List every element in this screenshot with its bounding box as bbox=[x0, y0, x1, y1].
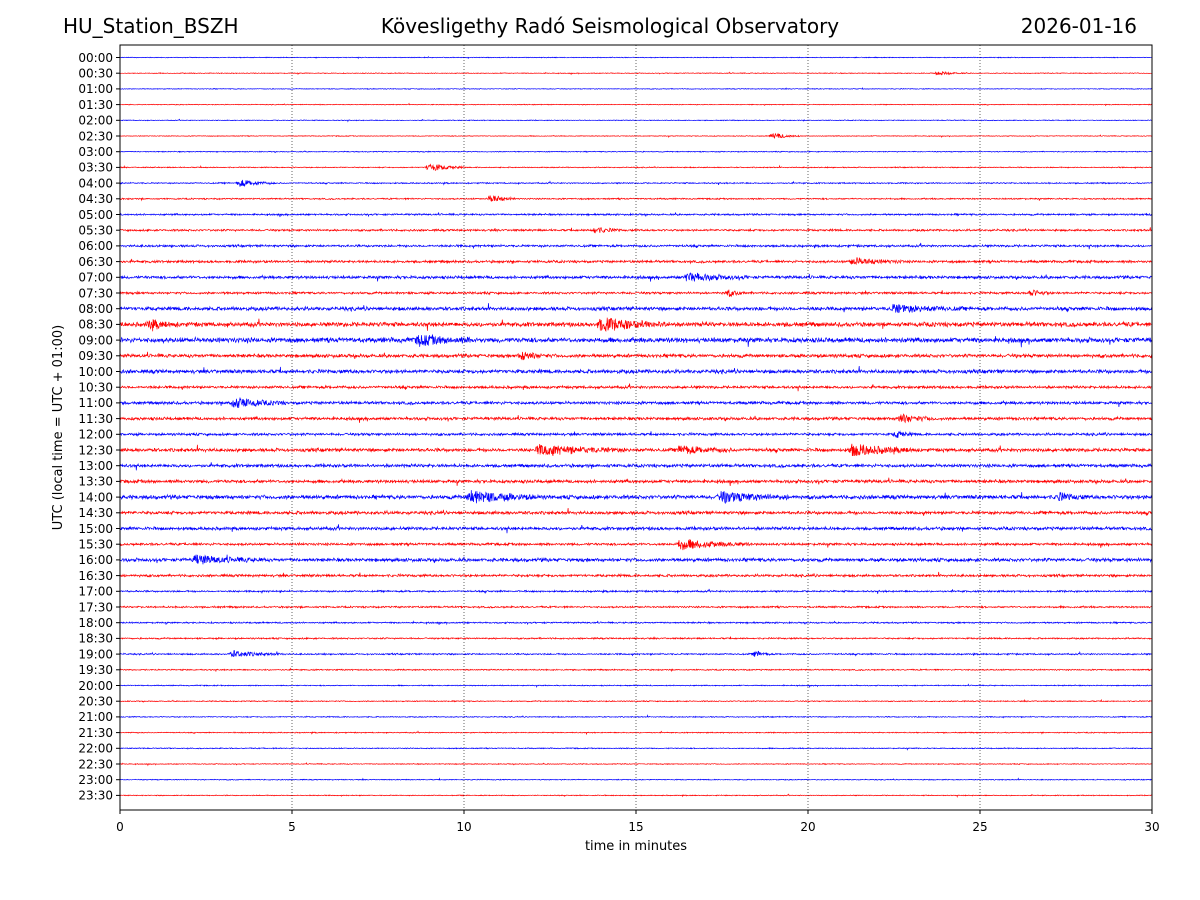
y-tick-label: 04:00 bbox=[78, 176, 113, 190]
y-tick-label: 05:30 bbox=[78, 224, 113, 238]
trace-0100 bbox=[119, 87, 1153, 90]
y-tick-label: 07:00 bbox=[78, 271, 113, 285]
trace-2230 bbox=[119, 762, 1153, 767]
y-tick-label: 12:00 bbox=[78, 428, 113, 442]
trace-1330 bbox=[119, 477, 1153, 487]
trace-0800 bbox=[119, 303, 1153, 314]
y-tick-label: 23:00 bbox=[78, 773, 113, 787]
y-tick-label: 23:30 bbox=[78, 789, 113, 803]
y-tick-label: 17:30 bbox=[78, 600, 113, 614]
y-tick-label: 09:30 bbox=[78, 349, 113, 363]
trace-1600 bbox=[119, 554, 1153, 565]
y-tick-label: 21:30 bbox=[78, 726, 113, 740]
y-tick-label: 18:30 bbox=[78, 632, 113, 646]
x-tick-label: 30 bbox=[1144, 820, 1159, 834]
y-tick-label: 00:30 bbox=[78, 67, 113, 81]
y-tick-label: 14:00 bbox=[78, 490, 113, 504]
trace-0700 bbox=[119, 272, 1153, 283]
trace-1130 bbox=[119, 413, 1153, 424]
y-tick-label: 03:30 bbox=[78, 161, 113, 175]
x-tick-label: 25 bbox=[972, 820, 987, 834]
trace-0030 bbox=[119, 71, 1153, 76]
y-tick-label: 15:00 bbox=[78, 522, 113, 536]
y-tick-label: 19:30 bbox=[78, 663, 113, 677]
y-tick-label: 05:00 bbox=[78, 208, 113, 222]
y-tick-label: 00:00 bbox=[78, 51, 113, 65]
y-tick-label: 07:30 bbox=[78, 286, 113, 300]
trace-1830 bbox=[119, 636, 1153, 641]
x-tick-layer: 0 5 10 15 20 25 30 bbox=[116, 810, 1160, 834]
y-tick-label: 17:00 bbox=[78, 585, 113, 599]
y-tick-label: 14:30 bbox=[78, 506, 113, 520]
y-tick-label: 06:00 bbox=[78, 239, 113, 253]
trace-2030 bbox=[119, 698, 1153, 703]
x-tick-label: 0 bbox=[116, 820, 124, 834]
y-tick-label: 15:30 bbox=[78, 538, 113, 552]
y-tick-label: 04:30 bbox=[78, 192, 113, 206]
trace-0600 bbox=[119, 242, 1153, 250]
y-tick-label: 08:30 bbox=[78, 318, 113, 332]
y-tick-label: 08:00 bbox=[78, 302, 113, 316]
y-tick-label: 18:00 bbox=[78, 616, 113, 630]
trace-0330 bbox=[119, 163, 1153, 171]
x-tick-label: 15 bbox=[628, 820, 643, 834]
trace-1400 bbox=[119, 490, 1153, 504]
y-tick-label: 16:30 bbox=[78, 569, 113, 583]
x-axis-label: time in minutes bbox=[585, 839, 687, 854]
y-tick-label: 21:00 bbox=[78, 710, 113, 724]
x-tick-label: 20 bbox=[800, 820, 815, 834]
y-tick-label: 20:00 bbox=[78, 679, 113, 693]
y-tick-label: 10:00 bbox=[78, 365, 113, 379]
trace-1300 bbox=[119, 462, 1153, 471]
y-tick-label: 02:30 bbox=[78, 129, 113, 143]
x-tick-label: 10 bbox=[456, 820, 471, 834]
y-tick-label: 16:00 bbox=[78, 553, 113, 567]
gridline-layer bbox=[291, 45, 981, 810]
y-tick-label: 11:00 bbox=[78, 396, 113, 410]
trace-2000 bbox=[119, 683, 1153, 689]
y-tick-label: 20:30 bbox=[78, 695, 113, 709]
trace-0930 bbox=[119, 351, 1153, 361]
y-tick-label: 22:30 bbox=[78, 757, 113, 771]
trace-2300 bbox=[119, 777, 1153, 781]
y-axis-label: UTC (local time = UTC + 01:00) bbox=[51, 325, 66, 530]
trace-1430 bbox=[119, 507, 1153, 516]
y-tick-label: 01:30 bbox=[78, 98, 113, 112]
y-tick-label: 01:00 bbox=[78, 82, 113, 96]
x-tick-label: 5 bbox=[288, 820, 296, 834]
y-tick-label: 19:00 bbox=[78, 647, 113, 661]
y-tick-label: 06:30 bbox=[78, 255, 113, 269]
trace-0130 bbox=[119, 102, 1152, 107]
y-tick-label: 13:30 bbox=[78, 475, 113, 489]
trace-0730 bbox=[119, 289, 1153, 298]
y-tick-label: 13:00 bbox=[78, 459, 113, 473]
y-tick-label: 09:00 bbox=[78, 333, 113, 347]
chart-date: 2026-01-16 bbox=[1020, 14, 1137, 38]
y-tick-label: 02:00 bbox=[78, 114, 113, 128]
y-tick-label: 03:00 bbox=[78, 145, 113, 159]
station-name: HU_Station_BSZH bbox=[63, 14, 239, 38]
y-tick-label: 10:30 bbox=[78, 381, 113, 395]
trace-1930 bbox=[119, 667, 1153, 673]
trace-0300 bbox=[119, 150, 1153, 154]
y-tick-label: 12:30 bbox=[78, 443, 113, 457]
trace-0230 bbox=[119, 132, 1153, 139]
chart-title: Kövesligethy Radó Seismological Observat… bbox=[380, 14, 840, 38]
trace-1200 bbox=[119, 430, 1153, 438]
trace-1800 bbox=[119, 620, 1153, 626]
y-tick-label: 22:00 bbox=[78, 742, 113, 756]
trace-1230 bbox=[120, 443, 1153, 457]
y-tick-label: 11:30 bbox=[78, 412, 113, 426]
trace-1530 bbox=[119, 539, 1153, 551]
